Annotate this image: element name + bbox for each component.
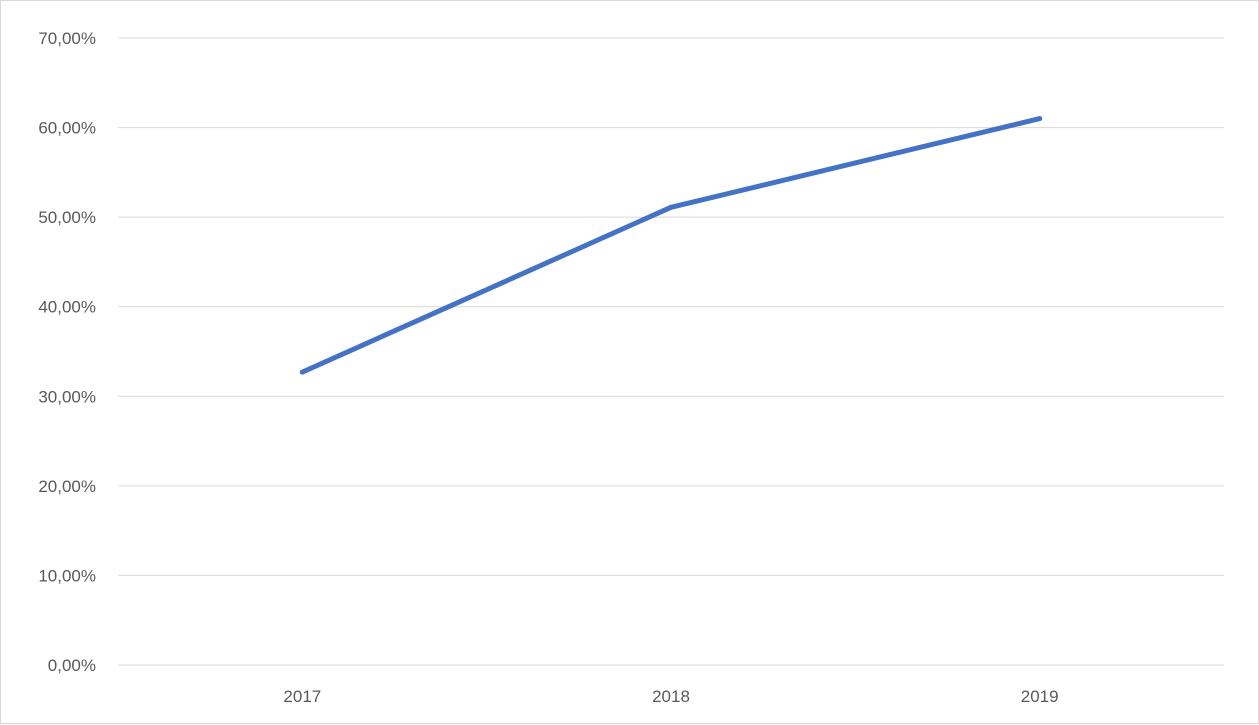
x-tick-label: 2017: [283, 687, 321, 706]
x-tick-label: 2019: [1021, 687, 1059, 706]
y-tick-label: 10,00%: [38, 566, 96, 585]
data-point: [299, 369, 305, 375]
y-tick-label: 50,00%: [38, 208, 96, 227]
series-layer: [299, 116, 1043, 375]
gridlines: [118, 37, 1224, 666]
y-tick-label: 40,00%: [38, 298, 96, 317]
y-tick-label: 20,00%: [38, 477, 96, 496]
series-line: [299, 116, 1043, 375]
data-point: [668, 204, 674, 210]
y-tick-label: 30,00%: [38, 387, 96, 406]
y-tick-label: 0,00%: [48, 656, 96, 675]
y-axis-tick-labels: 0,00% 10,00% 20,00% 30,00% 40,00% 50,00% 60,00…: [38, 29, 96, 675]
x-tick-label: 2018: [652, 687, 690, 706]
x-axis-tick-labels: 2017 2018 2019: [283, 687, 1058, 706]
y-tick-label: 60,00%: [38, 119, 96, 138]
y-tick-label: 70,00%: [38, 29, 96, 48]
data-point: [1037, 116, 1043, 122]
